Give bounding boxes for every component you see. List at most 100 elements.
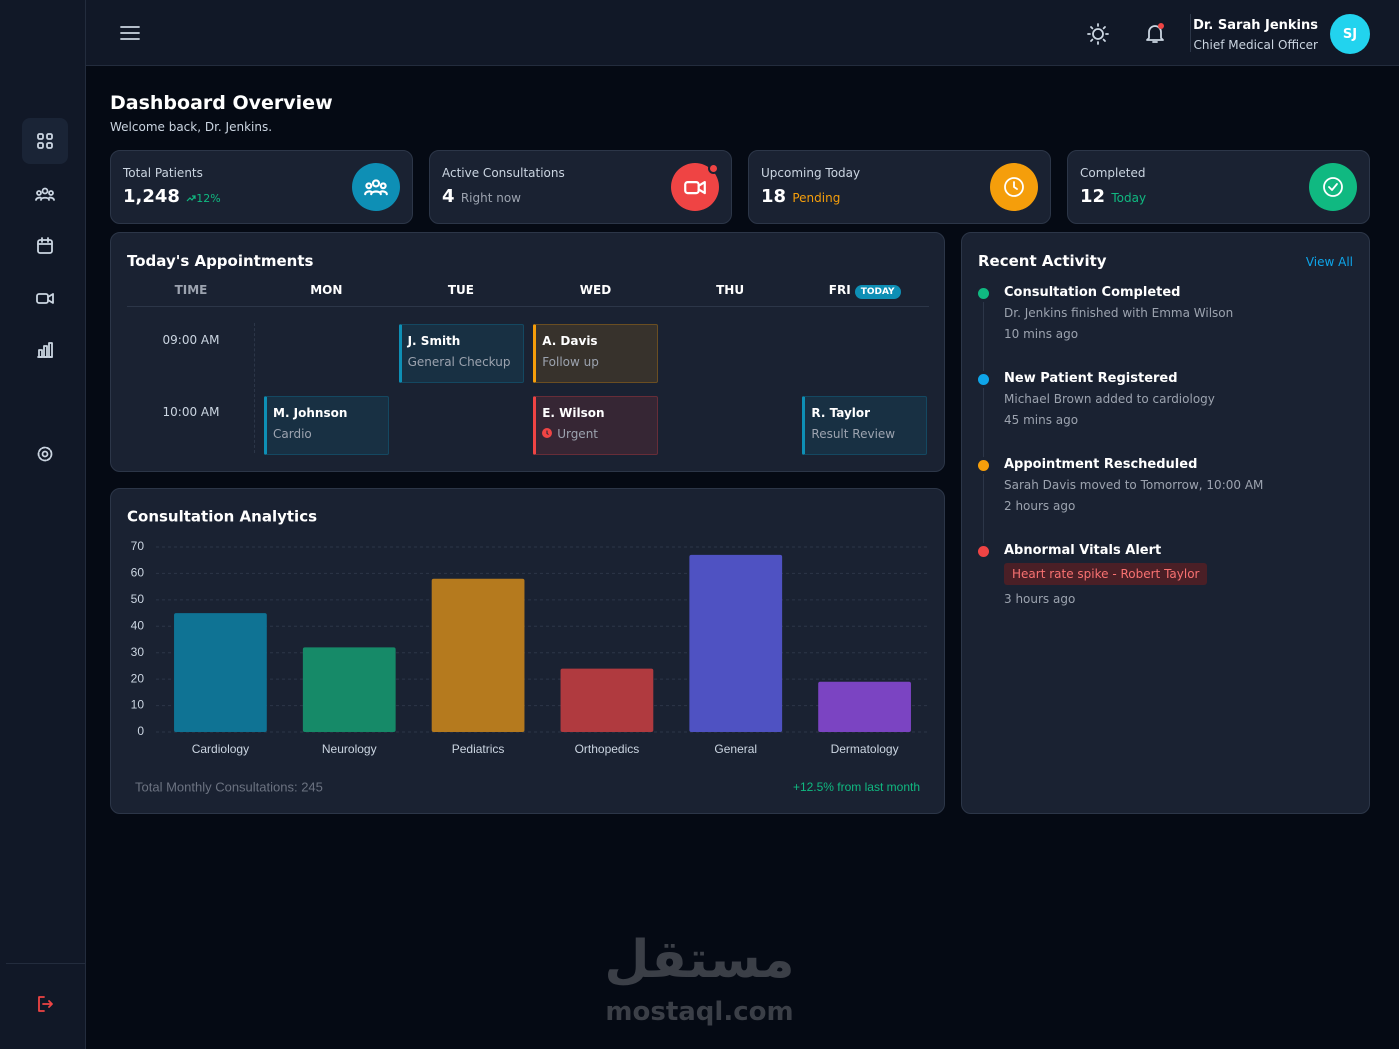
- appointment[interactable]: M. Johnson Cardio: [264, 396, 389, 455]
- theme-toggle[interactable]: [1087, 23, 1109, 45]
- chart-change: +12.5% from last month: [793, 780, 920, 794]
- watermark-latin: mostaql.com: [605, 997, 794, 1027]
- column-header: TUE: [401, 283, 521, 297]
- patient-name: M. Johnson: [273, 406, 348, 420]
- status-dot: [978, 546, 989, 557]
- activity-title: Appointment Rescheduled: [1004, 457, 1198, 472]
- column-label: WED: [579, 283, 612, 297]
- stat-card: Active Consultations 4 Right now: [429, 150, 732, 224]
- activity-card: Recent Activity View All Consultation Co…: [961, 232, 1370, 814]
- time-label: 10:00 AM: [162, 405, 220, 419]
- x-tick-label: Orthopedics: [575, 742, 640, 756]
- stat-note: Pending: [792, 191, 841, 205]
- stat-note-text: 12%: [196, 192, 221, 205]
- icon: [37, 446, 53, 462]
- patient-name: E. Wilson: [542, 406, 605, 420]
- activity-time: 45 mins ago: [1004, 413, 1079, 427]
- status-dot: [978, 374, 989, 385]
- watermark-arabic: مستقل: [604, 930, 795, 990]
- divider: [6, 963, 85, 964]
- today-badge: TODAY: [854, 285, 901, 299]
- appointment-detail: Follow up: [542, 355, 599, 369]
- patient-name: J. Smith: [407, 334, 461, 348]
- activity-text: Michael Brown added to cardiology: [1004, 392, 1215, 406]
- status-dot: [978, 288, 989, 299]
- card-title: Today's Appointments: [127, 252, 314, 270]
- notifications[interactable]: [1144, 22, 1166, 44]
- icon: [36, 293, 54, 304]
- appointment[interactable]: J. Smith General Checkup: [398, 324, 524, 383]
- divider: [1190, 14, 1191, 52]
- column-header: THU: [670, 283, 790, 297]
- stat-icon: [671, 163, 719, 211]
- alert-icon: [542, 428, 553, 438]
- stat-icon: [990, 163, 1038, 211]
- column-label: TUE: [447, 283, 474, 297]
- icon: [684, 181, 706, 195]
- bar: [689, 554, 783, 732]
- column-label: TIME: [174, 283, 208, 297]
- y-tick-label: 70: [131, 539, 145, 553]
- icon: [38, 996, 53, 1012]
- y-tick-label: 20: [131, 671, 145, 685]
- stat-card: Total Patients 1,248 12%: [110, 150, 413, 224]
- column-header: MON: [266, 283, 386, 297]
- timeline-rule: [983, 295, 984, 555]
- nav-settings[interactable]: [22, 431, 68, 477]
- column-header: FRI TODAY: [805, 283, 925, 299]
- activity-title: Abnormal Vitals Alert: [1004, 543, 1162, 558]
- icon: [364, 179, 388, 196]
- appointment[interactable]: A. Davis Follow up: [533, 324, 659, 383]
- stat-number: 12: [1080, 186, 1106, 207]
- activity-title: New Patient Registered: [1004, 371, 1178, 386]
- icon: [37, 342, 53, 358]
- activity-text: Dr. Jenkins finished with Emma Wilson: [1004, 306, 1234, 320]
- topbar: Dr. Sarah Jenkins Chief Medical Officer …: [86, 0, 1399, 66]
- stat-value: 4 Right now: [442, 186, 521, 207]
- stat-label: Total Patients: [123, 166, 203, 180]
- detail-text: Follow up: [542, 355, 599, 369]
- stat-number: 18: [761, 186, 787, 207]
- icon: [35, 187, 55, 201]
- logout[interactable]: [22, 981, 68, 1027]
- nav-video[interactable]: [22, 275, 68, 321]
- user-role: Chief Medical Officer: [1193, 38, 1319, 52]
- stat-label: Upcoming Today: [761, 166, 861, 180]
- live-dot: [708, 163, 719, 174]
- appointment[interactable]: R. Taylor Result Review: [802, 396, 928, 455]
- bar: [818, 681, 911, 732]
- y-tick-label: 40: [131, 618, 145, 632]
- appointment-detail: General Checkup: [408, 355, 511, 369]
- activity-time: 2 hours ago: [1004, 499, 1076, 513]
- nav-dashboard[interactable]: [22, 118, 68, 164]
- stat-value: 18 Pending: [761, 186, 840, 207]
- appointment[interactable]: E. Wilson Urgent: [533, 396, 659, 455]
- time-label: 09:00 AM: [162, 333, 220, 347]
- status-dot: [978, 460, 989, 471]
- trend-icon: [186, 195, 196, 202]
- detail-text: Urgent: [557, 427, 599, 441]
- view-all-link[interactable]: View All: [1305, 255, 1353, 269]
- stat-icon: [1309, 163, 1357, 211]
- nav-patients[interactable]: [22, 171, 68, 217]
- activity-text: Sarah Davis moved to Tomorrow, 10:00 AM: [1004, 478, 1264, 492]
- stat-label: Active Consultations: [442, 166, 565, 180]
- header-rule: [127, 306, 929, 307]
- nav-calendar[interactable]: [22, 223, 68, 269]
- column-label: MON: [310, 283, 343, 297]
- stat-card: Completed 12 Today: [1067, 150, 1370, 224]
- nav-analytics[interactable]: [22, 327, 68, 373]
- detail-text: Result Review: [811, 427, 896, 441]
- avatar[interactable]: SJ: [1330, 14, 1370, 54]
- menu-button[interactable]: [120, 24, 140, 42]
- appointment-detail: Result Review: [811, 427, 895, 441]
- alert-chip: Heart rate spike - Robert Taylor: [1004, 563, 1208, 585]
- column-label: THU: [716, 283, 745, 297]
- x-tick-label: General: [714, 742, 757, 756]
- sidebar: [0, 0, 86, 1049]
- activity-time: 10 mins ago: [1004, 327, 1079, 341]
- icon: [1323, 177, 1343, 197]
- y-tick-label: 30: [131, 645, 145, 659]
